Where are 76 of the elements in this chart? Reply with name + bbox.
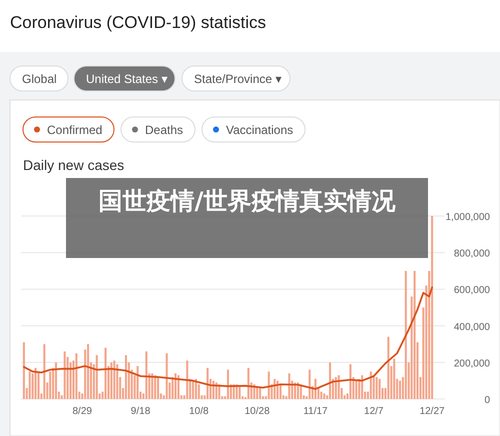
bar: [308, 370, 311, 399]
x-tick-label: 9/18: [130, 406, 151, 417]
bar: [49, 372, 52, 399]
picture-caption-banner: 国世疫情/世界疫情真实情况: [66, 178, 428, 258]
bar: [34, 368, 37, 399]
bar: [75, 353, 78, 399]
bar: [329, 362, 332, 399]
x-tick-label: 11/17: [303, 406, 328, 417]
bar: [376, 377, 378, 399]
bar: [104, 348, 107, 399]
bar: [259, 388, 262, 399]
x-tick-label: 12/7: [364, 406, 384, 417]
bar: [288, 373, 290, 399]
bar: [387, 336, 390, 399]
y-tick-label: 200,000: [454, 358, 490, 370]
bar: [268, 372, 270, 399]
bar: [414, 270, 416, 399]
chart-subtitle: Daily new cases: [23, 157, 124, 173]
bar: [398, 380, 402, 399]
bar: [157, 377, 160, 399]
bar: [338, 375, 340, 399]
bar: [186, 360, 188, 399]
x-tick-label: 8/29: [72, 406, 92, 417]
bar: [404, 270, 407, 399]
bar: [136, 366, 139, 399]
bar: [96, 355, 98, 399]
bar: [64, 351, 66, 399]
y-tick-label: 1,000,000: [446, 212, 490, 223]
bar: [37, 372, 40, 399]
bar: [247, 368, 250, 399]
y-tick-label: 600,000: [454, 285, 490, 296]
bar: [238, 386, 241, 399]
bar: [54, 362, 58, 399]
y-tick-label: 0: [484, 395, 490, 406]
bar: [372, 375, 375, 399]
text: Deaths: [145, 123, 184, 137]
bar: [361, 375, 364, 399]
bar: [370, 372, 372, 399]
bar: [154, 375, 156, 399]
bar: [110, 362, 112, 399]
text: Confirmed: [47, 123, 102, 137]
bar: [177, 375, 180, 399]
x-tick-label: 12/27: [420, 406, 446, 417]
bar: [28, 372, 31, 399]
bar: [334, 377, 337, 399]
bar: [166, 353, 168, 399]
x-tick-label: 10/28: [244, 406, 270, 417]
bar: [151, 373, 154, 399]
bar: [43, 344, 46, 399]
bar: [145, 351, 148, 399]
bar: [355, 380, 358, 399]
text: Global: [22, 72, 57, 86]
y-tick-label: 400,000: [454, 322, 490, 333]
bar: [174, 373, 177, 399]
bar: [22, 342, 25, 399]
x-tick-label: 10/8: [189, 406, 210, 417]
text: State/Province ▾: [194, 72, 282, 86]
chart-title: Coronavirus (COVID-19) statistics: [10, 13, 266, 32]
bar: [349, 364, 352, 399]
bar: [226, 370, 230, 399]
y-tick-label: 800,000: [454, 248, 490, 260]
bar: [124, 355, 127, 399]
text: United States ▾: [86, 72, 168, 86]
bar: [323, 394, 326, 399]
bar: [279, 384, 282, 399]
bar: [206, 368, 209, 399]
bar: [378, 378, 381, 399]
bar: [320, 392, 322, 399]
bar: [393, 358, 396, 399]
bar: [192, 380, 194, 399]
line-series: [23, 286, 433, 390]
bar: [87, 344, 90, 399]
bar: [116, 364, 118, 399]
bar: [431, 216, 434, 399]
text: Vaccinations: [226, 123, 294, 137]
bar: [113, 360, 116, 399]
